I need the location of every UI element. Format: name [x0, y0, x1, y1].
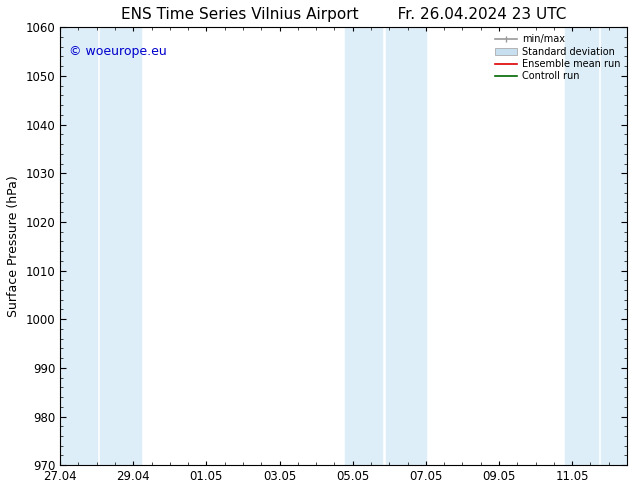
Bar [602, 27, 627, 465]
Bar [60, 27, 97, 465]
Bar [100, 27, 141, 465]
Title: ENS Time Series Vilnius Airport        Fr. 26.04.2024 23 UTC: ENS Time Series Vilnius Airport Fr. 26.0… [121, 7, 566, 22]
Bar [565, 27, 598, 465]
Bar [346, 27, 382, 465]
Legend: min/max, Standard deviation, Ensemble mean run, Controll run: min/max, Standard deviation, Ensemble me… [493, 32, 622, 83]
Y-axis label: Surface Pressure (hPa): Surface Pressure (hPa) [7, 175, 20, 317]
Bar [385, 27, 426, 465]
Text: © woeurope.eu: © woeurope.eu [68, 45, 166, 58]
